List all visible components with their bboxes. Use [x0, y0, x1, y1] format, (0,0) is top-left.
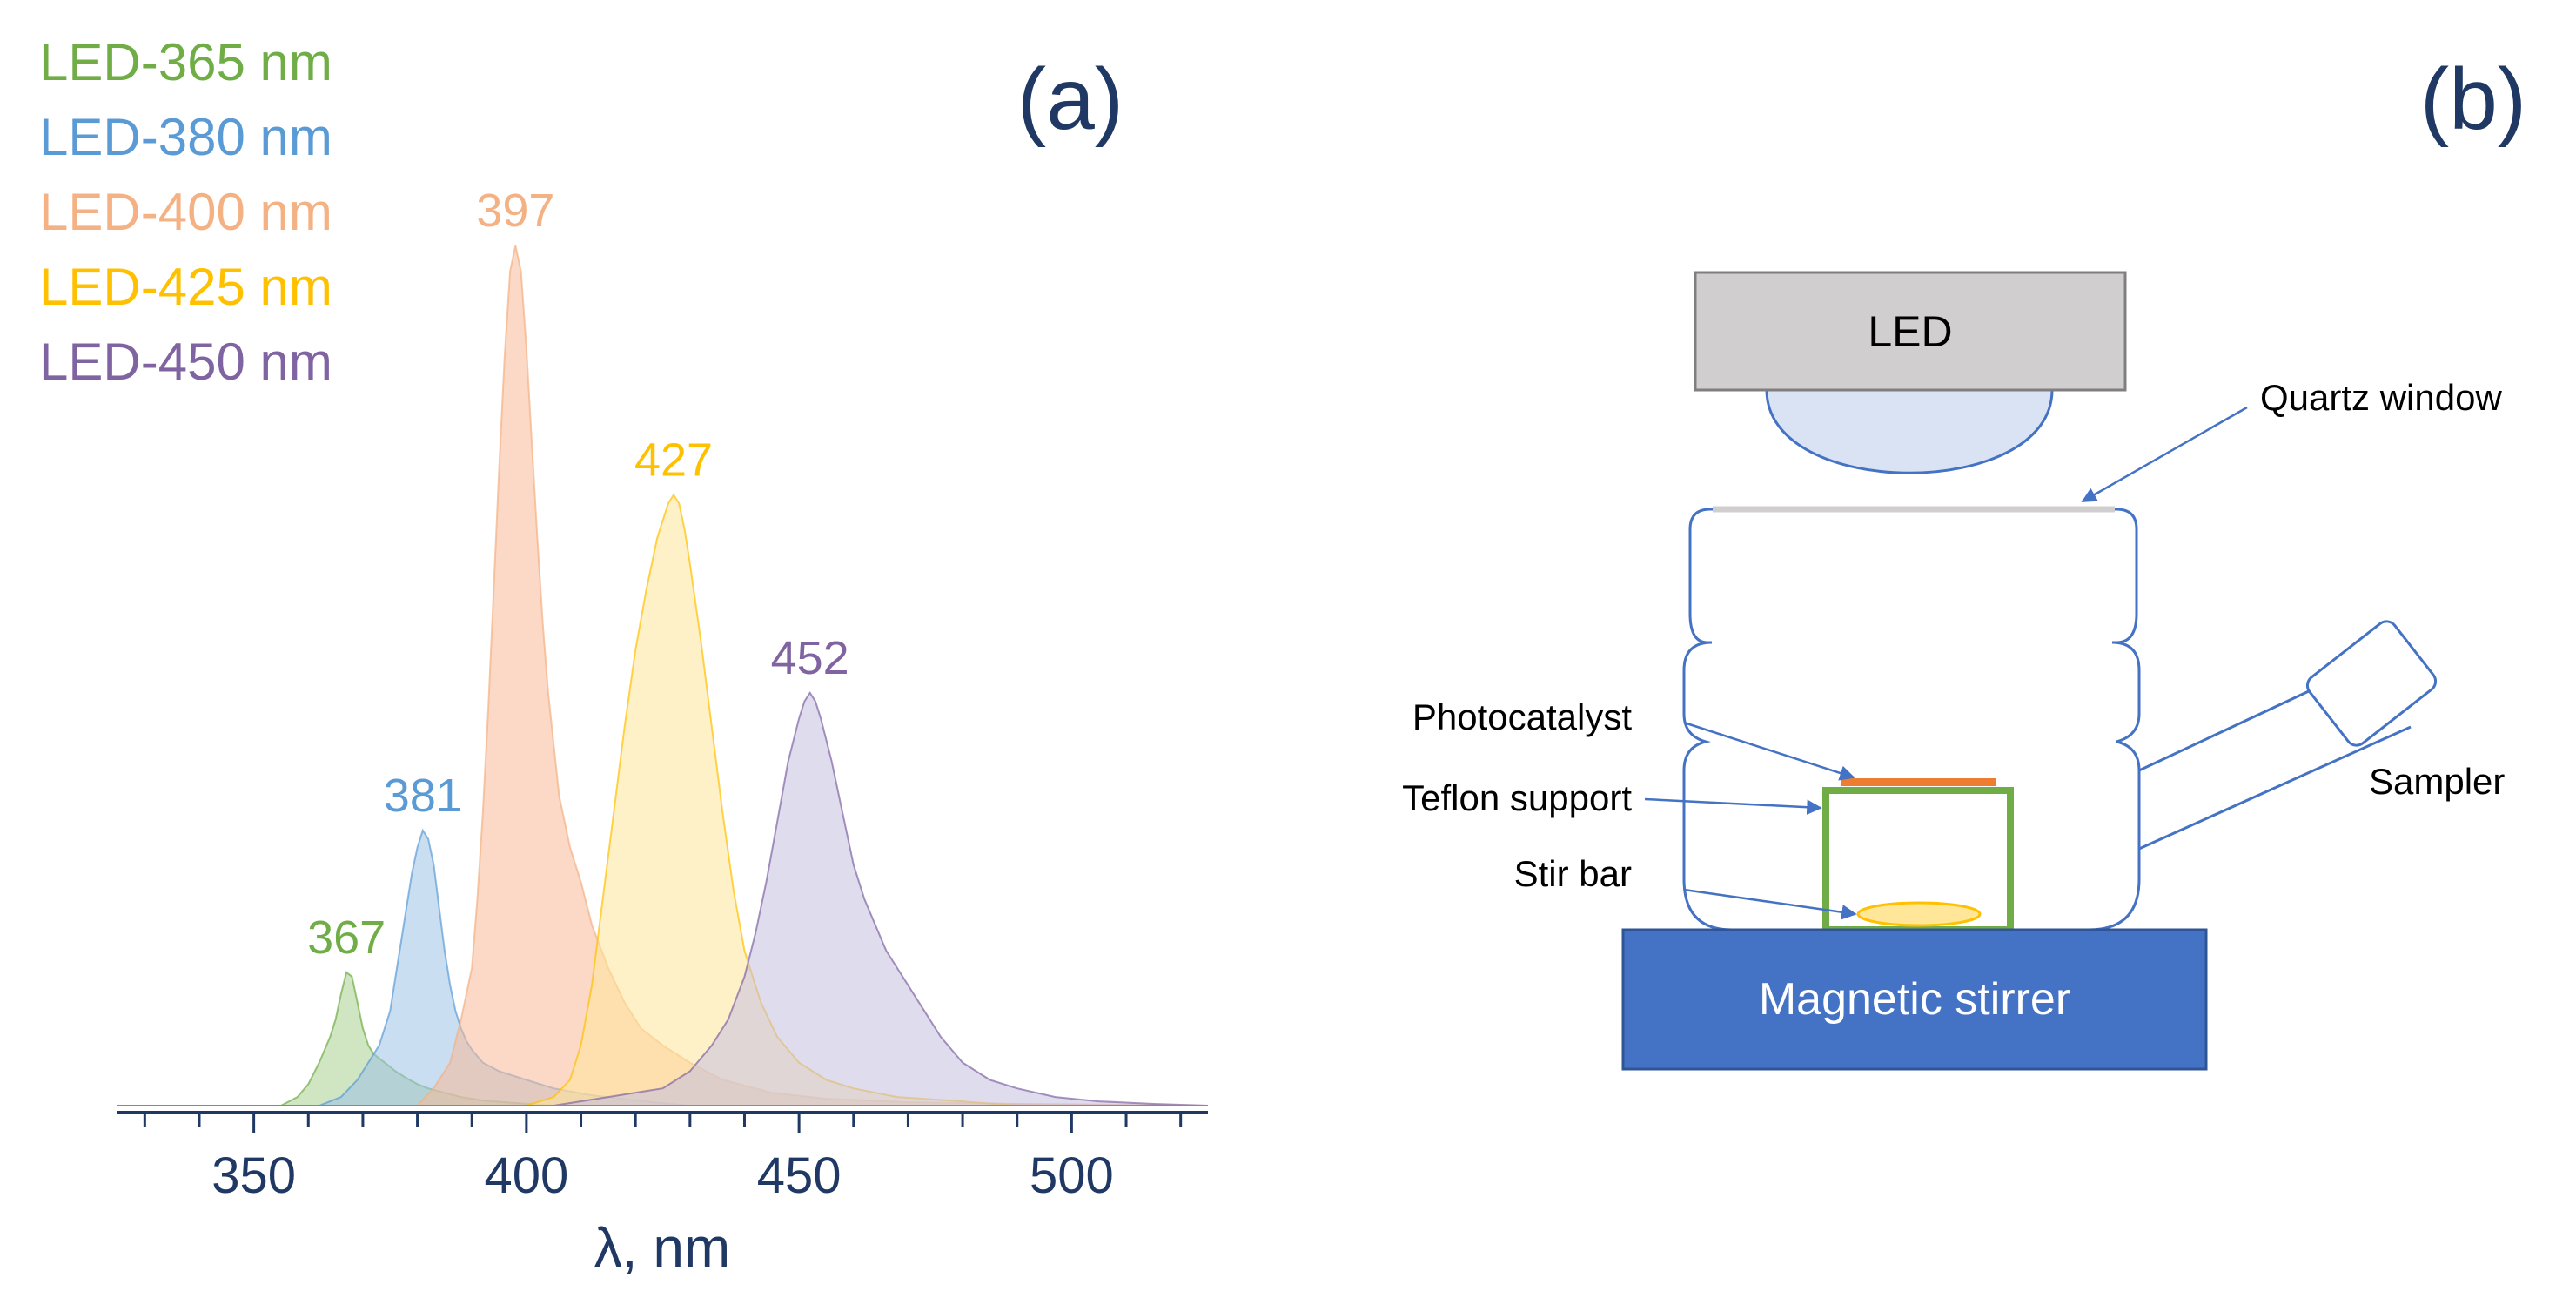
peak-label-led-380-nm: 381 — [384, 770, 462, 822]
sampler-label: Sampler — [2369, 761, 2505, 802]
teflon-support-label: Teflon support — [1402, 777, 1632, 818]
teflon-support-arrow — [1644, 797, 1822, 815]
stir-bar-label: Stir bar — [1514, 853, 1632, 894]
x-axis-label: λ, nm — [594, 1216, 730, 1279]
series-area-led-425-nm — [117, 493, 1208, 1106]
legend-entry-led-450-nm: LED-450 nm — [39, 333, 332, 391]
sampler-cap — [2305, 620, 2438, 747]
x-tick-label: 450 — [757, 1147, 842, 1204]
x-tick-label: 400 — [484, 1147, 568, 1204]
series-area-led-450-nm — [117, 690, 1209, 1106]
x-tick-label: 350 — [211, 1147, 296, 1204]
spectrum-areas — [117, 245, 1209, 1106]
legend: LED-365 nm LED-380 nm LED-400 nm LED-425 nm… — [39, 33, 332, 391]
panel-b-label: (b) — [2420, 50, 2526, 148]
panel-a-label: (a) — [1017, 50, 1124, 148]
led-label: LED — [1868, 307, 1952, 356]
peak-label-led-450-nm: 452 — [771, 632, 849, 684]
x-axis-tick-labels: 350 400 450 500 — [211, 1147, 1114, 1204]
legend-entry-led-425-nm: LED-425 nm — [39, 258, 332, 316]
magnetic-stirrer — [1621, 928, 2208, 1071]
peak-label-led-425-nm: 427 — [634, 434, 713, 487]
peak-label-led-400-nm: 397 — [476, 185, 554, 237]
photocatalyst-label: Photocatalyst — [1412, 696, 1632, 737]
quartz-window-arrow — [2081, 406, 2248, 503]
panel-a-spectrum-chart: 350 400 450 500 λ, nm (a) LED-365 nm LED-380… — [39, 33, 1209, 1279]
photocatalyst-layer — [1841, 778, 1996, 786]
led-lens — [1765, 388, 2054, 474]
magnetic-stirrer-label: Magnetic stirrer — [1759, 974, 2070, 1025]
photocatalyst-arrow — [1683, 721, 1855, 781]
stir-bar — [1856, 901, 1982, 927]
panel-b-reactor-diagram: (b) LED Magnetic stirrer Quartz window P… — [1402, 50, 2526, 1071]
x-axis-ticks — [143, 1113, 1183, 1133]
sampler — [2138, 620, 2438, 851]
legend-entry-led-380-nm: LED-380 nm — [39, 108, 332, 166]
legend-entry-led-400-nm: LED-400 nm — [39, 183, 332, 241]
peak-labels: 367 381 397 427 452 — [307, 185, 849, 964]
quartz-window-label: Quartz window — [2260, 377, 2502, 418]
peak-label-led-365-nm: 367 — [307, 911, 386, 964]
stir-bar-arrow — [1683, 888, 1857, 920]
led-box — [1694, 271, 2127, 392]
legend-entry-led-365-nm: LED-365 nm — [39, 33, 332, 91]
x-tick-label: 500 — [1030, 1147, 1114, 1204]
